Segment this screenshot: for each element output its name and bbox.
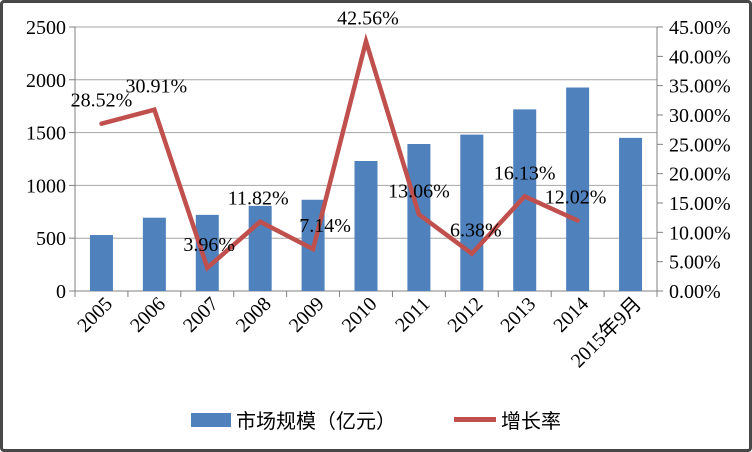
- x-axis-category-label: 2005: [73, 293, 117, 337]
- legend-item-market-size: 市场规模（亿元）: [191, 405, 396, 434]
- legend-bar-label: 市场规模（亿元）: [236, 411, 396, 433]
- market-size-growth-combo-chart: 0 500 1000 1500 2000 2500 0.00% 5.00% 10.00% 15.0…: [26, 7, 731, 372]
- growth-data-label: 30.91%: [126, 76, 188, 98]
- x-axis-category-label: 2011: [391, 293, 434, 336]
- growth-rate-line: [99, 32, 580, 272]
- right-axis-tick-label: 20.00%: [669, 164, 731, 186]
- right-axis-tick-label: 25.00%: [669, 134, 731, 156]
- growth-data-label: 42.56%: [337, 7, 399, 29]
- x-axis-category-label: 2009: [285, 293, 329, 337]
- legend-item-growth-rate: 增长率: [454, 405, 561, 434]
- bar-2010: [354, 161, 378, 291]
- right-axis-tick-label: 30.00%: [669, 105, 731, 127]
- right-axis-tick-label: 45.00%: [669, 17, 731, 39]
- bar-2013: [513, 109, 537, 291]
- right-axis-tick-label: 5.00%: [669, 252, 721, 274]
- bar-2006: [142, 217, 166, 291]
- bar-2008: [248, 205, 272, 291]
- chart-legend: 市场规模（亿元） 增长率: [3, 405, 749, 434]
- growth-data-label: 11.82%: [228, 188, 289, 210]
- growth-data-label: 16.13%: [494, 162, 556, 184]
- x-axis-category-label: 2013: [496, 293, 540, 337]
- x-axis-category-label: 2007: [179, 293, 223, 337]
- growth-data-label: 6.38%: [450, 220, 502, 242]
- bar-2015年9月: [619, 137, 643, 291]
- left-axis-tick-label: 2000: [26, 70, 66, 92]
- left-axis-tick-label: 1500: [26, 123, 66, 145]
- bar-2012: [460, 134, 484, 291]
- growth-data-label: 3.96%: [183, 234, 235, 256]
- legend-line-label: 增长率: [501, 411, 561, 433]
- left-axis-tick-label: 1000: [26, 175, 66, 197]
- growth-data-label: 13.06%: [388, 180, 450, 202]
- x-axis-category-label: 2012: [443, 293, 487, 337]
- right-axis-tick-label: 10.00%: [669, 222, 731, 244]
- right-axis-tick-label: 0.00%: [669, 281, 721, 303]
- bar-2007: [195, 214, 219, 291]
- right-axis-tick-label: 15.00%: [669, 193, 731, 215]
- line-series-swatch-icon: [454, 417, 496, 422]
- bar-2011: [407, 144, 431, 291]
- bar-series-swatch-icon: [191, 412, 231, 427]
- right-axis-tick-label: 35.00%: [669, 76, 731, 98]
- x-axis-category-label: 2014: [549, 293, 593, 337]
- growth-data-label: 7.14%: [299, 215, 351, 237]
- bar-2005: [89, 235, 113, 291]
- growth-data-label: 12.02%: [545, 186, 607, 208]
- growth-data-label: 28.52%: [71, 90, 133, 112]
- left-axis-tick-label: 500: [36, 228, 66, 250]
- x-axis-category-label: 2006: [126, 293, 170, 337]
- left-axis-tick-label: 2500: [26, 17, 66, 39]
- left-axis-tick-label: 0: [56, 281, 66, 303]
- x-axis-category-label: 2010: [338, 293, 382, 337]
- right-axis-tick-label: 40.00%: [669, 46, 731, 68]
- x-axis-category-label: 2008: [232, 293, 276, 337]
- bar-2014: [566, 87, 590, 292]
